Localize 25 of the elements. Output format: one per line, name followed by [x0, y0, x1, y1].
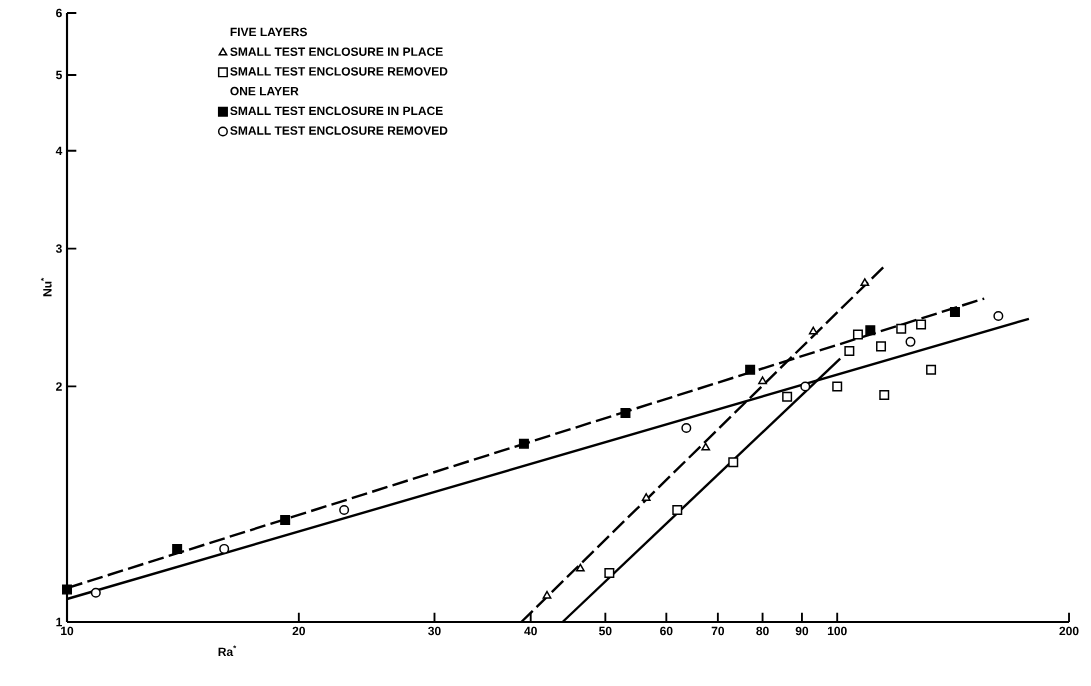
x-tick-label: 60	[660, 626, 673, 636]
legend-label: SMALL TEST ENCLOSURE IN PLACE	[230, 106, 443, 116]
x-tick-label: 100	[827, 626, 847, 636]
legend-label: SMALL TEST ENCLOSURE REMOVED	[230, 67, 448, 76]
y-tick-label: 5	[56, 70, 62, 80]
legend-label: SMALL TEST ENCLOSURE IN PLACE	[230, 47, 443, 56]
y-tick-label: 3	[55, 244, 62, 253]
y-axis-title: Nu$^{*}$	[40, 277, 52, 297]
y-tick-label: 1	[56, 617, 62, 627]
x-axis-title: Ra$^{*}$	[218, 645, 237, 657]
y-tick-label: 2	[56, 382, 62, 391]
x-tick-label: 200	[1059, 626, 1079, 636]
y-tick-label: 4	[55, 146, 63, 155]
x-tick-label: 90	[795, 626, 809, 636]
x-tick-label: 10	[61, 626, 74, 636]
x-tick-label: 80	[756, 626, 769, 636]
x-tick-label: 20	[292, 626, 306, 636]
x-tick-label: 50	[599, 626, 612, 636]
x-tick-label: 70	[711, 626, 725, 636]
x-tick-label: 40	[524, 626, 537, 636]
annotation: ONE LAYER	[230, 86, 299, 96]
y-tick-label: 6	[56, 8, 62, 18]
x-tick-label: 30	[428, 626, 441, 636]
legend-label: SMALL TEST ENCLOSURE REMOVED	[230, 126, 448, 135]
annotation: FIVE LAYERS	[230, 27, 307, 37]
